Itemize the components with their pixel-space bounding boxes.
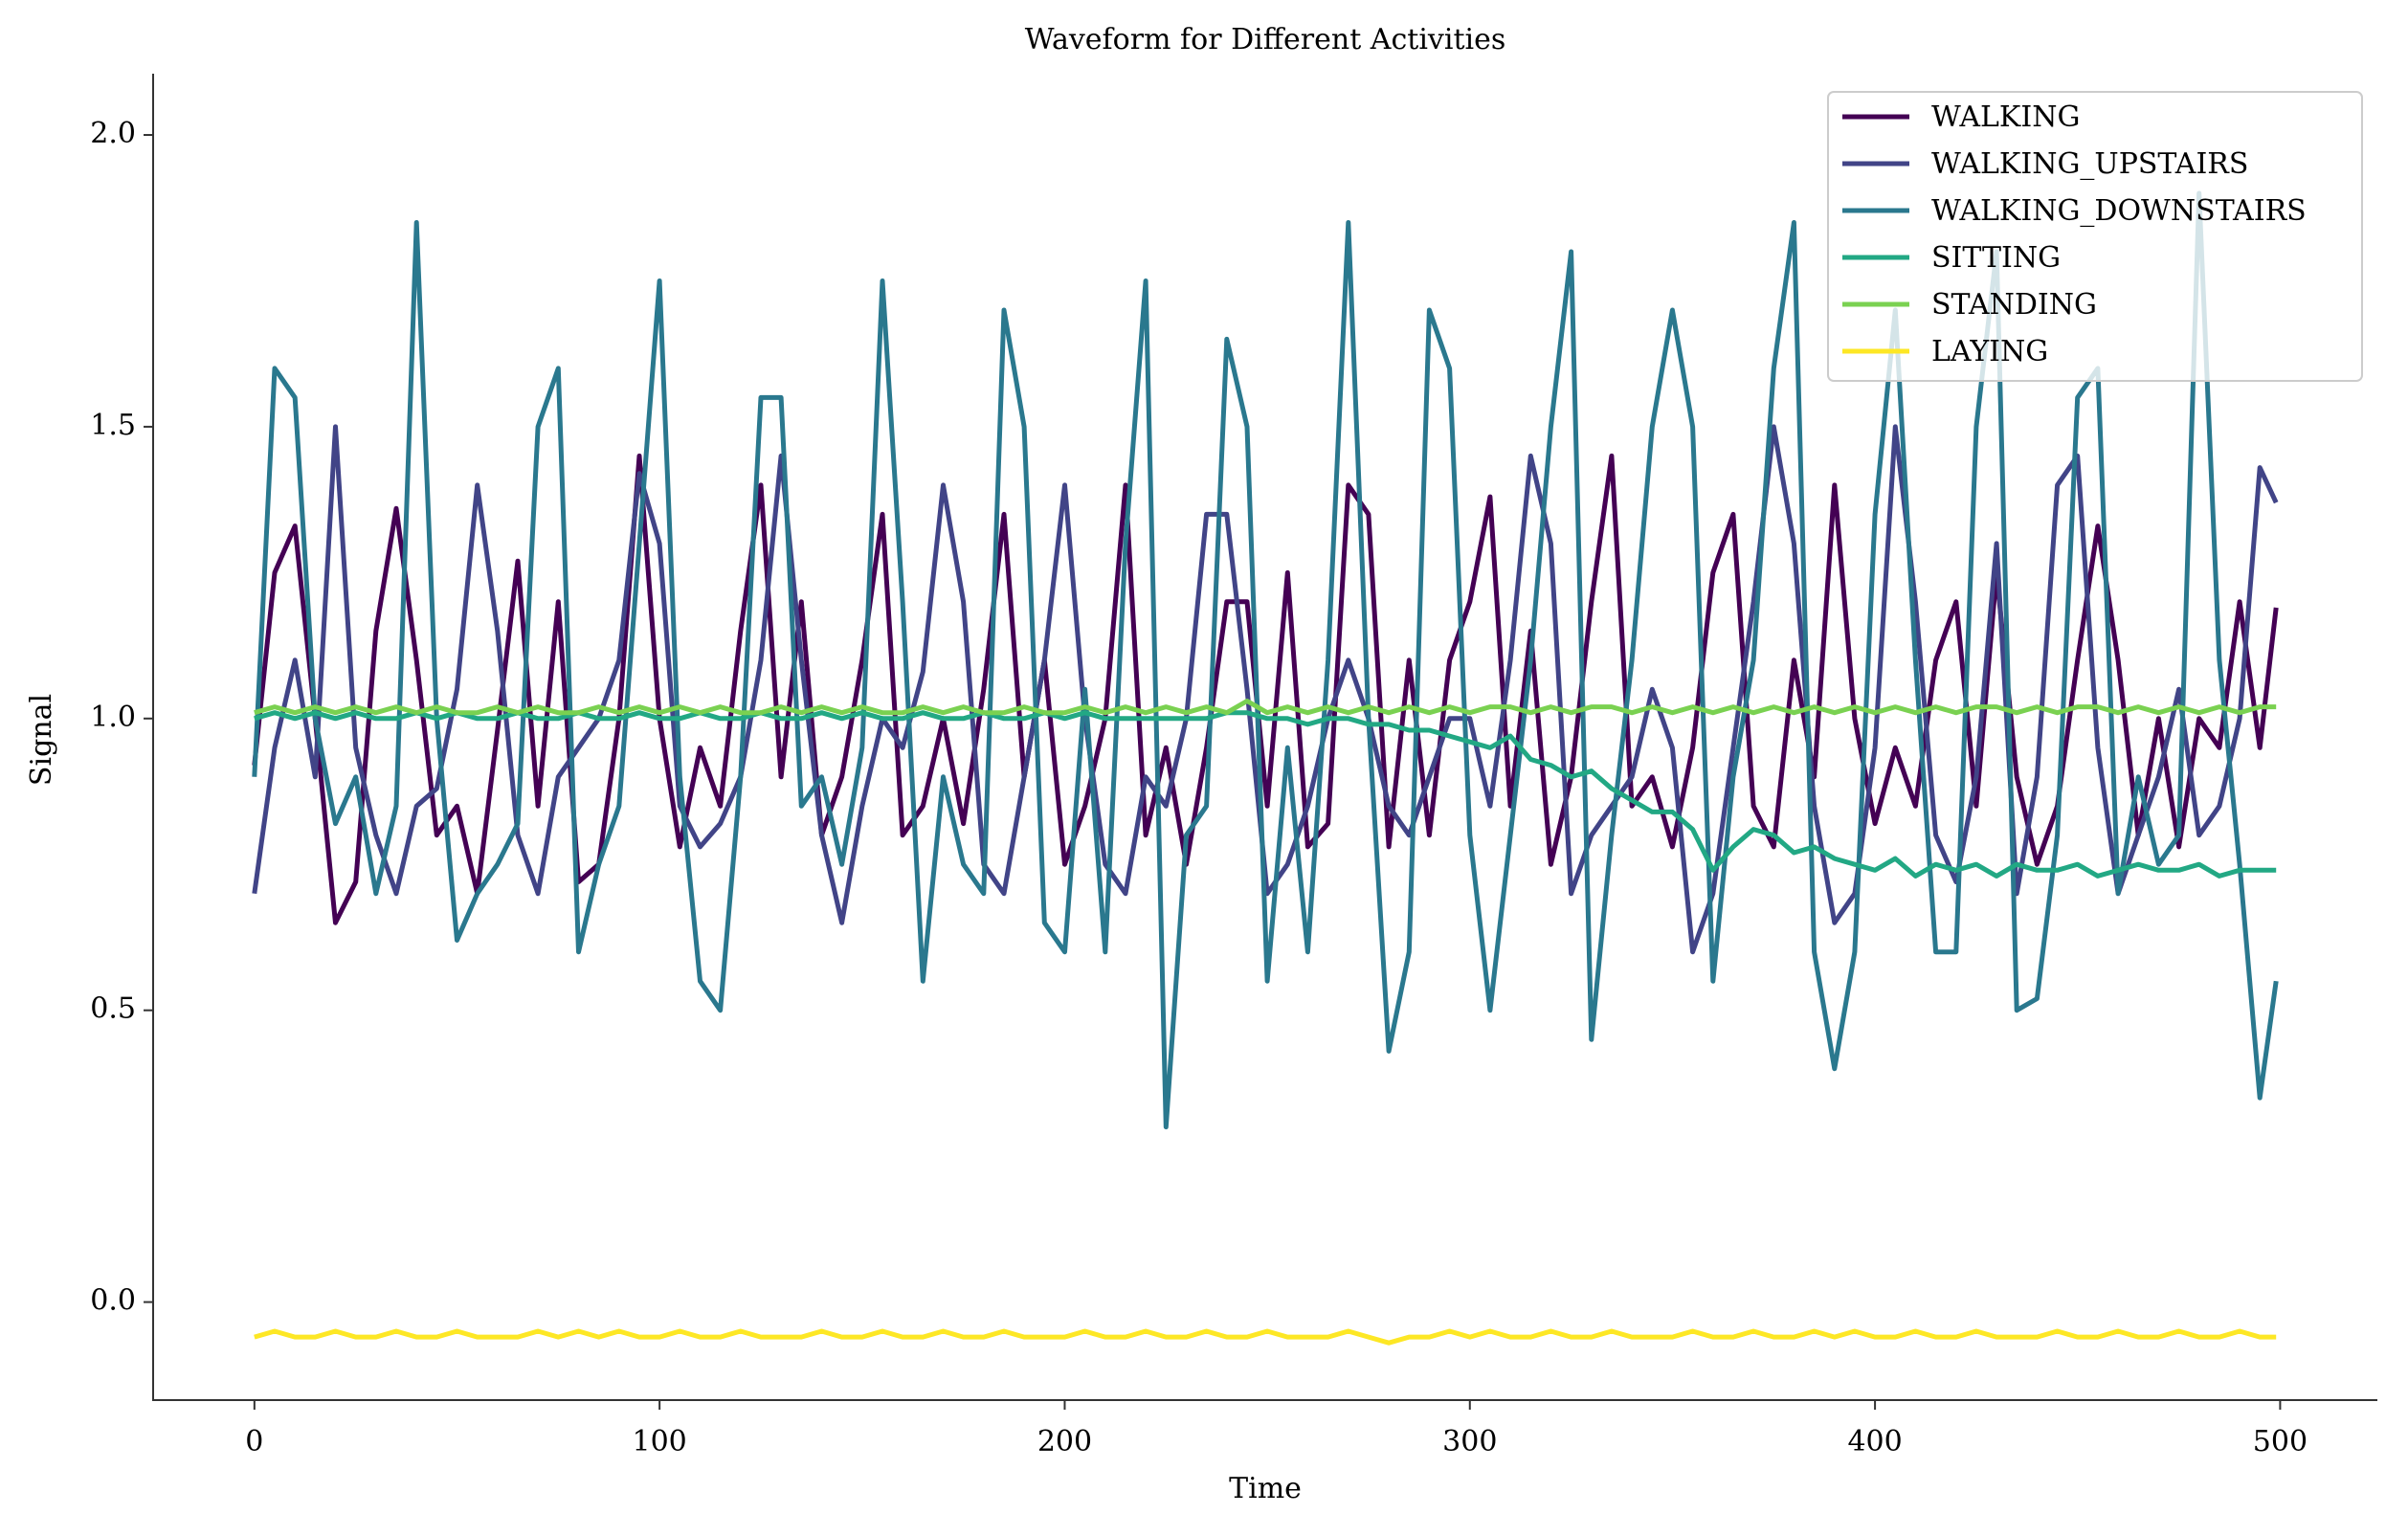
y-tick-label: 0.0: [90, 1284, 136, 1318]
legend-label: SITTING: [1931, 241, 2061, 275]
x-tick-label: 400: [1847, 1425, 1902, 1458]
series-line: [252, 424, 2279, 955]
legend-label: LAYING: [1931, 335, 2048, 368]
x-tick-label: 200: [1037, 1425, 1092, 1458]
legend-label: STANDING: [1931, 288, 2097, 322]
legend-label: WALKING_DOWNSTAIRS: [1931, 194, 2307, 228]
x-tick-label: 500: [2253, 1425, 2308, 1458]
y-tick-label: 1.0: [90, 701, 136, 734]
x-tick-label: 100: [633, 1425, 687, 1458]
y-tick-label: 2.0: [90, 117, 136, 150]
series-line: [254, 710, 2277, 879]
y-tick-label: 0.5: [90, 992, 136, 1026]
y-tick-label: 1.5: [90, 409, 136, 442]
x-tick-label: 300: [1442, 1425, 1497, 1458]
legend-label: WALKING: [1931, 100, 2080, 134]
legend-label: WALKING_UPSTAIRS: [1931, 147, 2248, 181]
legend-box: [1827, 91, 2363, 382]
x-tick-label: 0: [245, 1425, 263, 1458]
series-line: [252, 190, 2279, 1130]
x-axis-label: Time: [1229, 1472, 1302, 1505]
series-line: [254, 699, 2277, 716]
chart-title: Waveform for Different Activities: [1025, 23, 1506, 56]
y-axis-label: Signal: [25, 694, 58, 786]
series-line: [252, 453, 2279, 925]
series-line: [254, 1328, 2277, 1346]
